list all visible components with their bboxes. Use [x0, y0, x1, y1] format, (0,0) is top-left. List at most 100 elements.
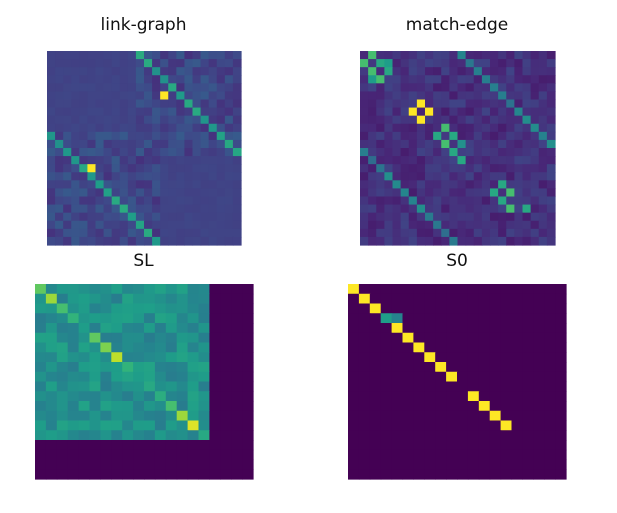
heatmap-cell: [433, 139, 442, 149]
heatmap-cell: [232, 228, 242, 238]
heatmap-cell: [348, 449, 360, 461]
heatmap-cell: [413, 401, 425, 412]
heatmap-cell: [144, 83, 153, 93]
heatmap-cell: [506, 212, 515, 222]
heatmap-cell: [231, 401, 243, 412]
heatmap-cell: [232, 156, 242, 165]
heatmap-cell: [176, 323, 189, 334]
heatmap-cell: [122, 342, 134, 353]
heatmap-cell: [449, 236, 459, 246]
heatmap-cell: [555, 430, 567, 441]
heatmap-cell: [511, 401, 523, 412]
heatmap-cell: [63, 99, 72, 109]
heatmap-cell: [465, 156, 475, 165]
heatmap-cell: [506, 228, 515, 238]
heatmap-cell: [133, 293, 145, 305]
heatmap-cell: [555, 303, 567, 314]
heatmap-cell: [242, 449, 254, 461]
heatmap-cell: [489, 293, 502, 305]
heatmap-cell: [522, 188, 532, 198]
heatmap-cell: [413, 313, 425, 324]
heatmap-cell: [55, 172, 64, 181]
heatmap-cell: [192, 180, 202, 190]
heatmap-cell: [384, 59, 394, 68]
heatmap-cell: [55, 236, 64, 246]
heatmap-cell: [165, 430, 178, 441]
heatmap-cell: [555, 401, 567, 412]
heatmap-cell: [449, 51, 459, 60]
heatmap-cell: [506, 180, 515, 190]
heatmap-cell: [446, 362, 458, 373]
heatmap-cell: [127, 172, 137, 181]
heatmap-cell: [242, 459, 254, 470]
heatmap-cell: [425, 115, 434, 125]
heatmap-cell: [457, 401, 469, 412]
heatmap-cell: [538, 131, 548, 141]
heatmap-cell: [490, 99, 499, 109]
heatmap-cell: [506, 107, 515, 117]
heatmap-cell: [220, 420, 232, 431]
heatmap-cell: [348, 303, 360, 314]
heatmap-cell: [481, 115, 491, 125]
heatmap-cell: [135, 131, 145, 141]
heatmap-cell: [47, 107, 56, 117]
heatmap-cell: [392, 51, 402, 60]
heatmap-cell: [242, 342, 254, 353]
heatmap-cell: [176, 459, 189, 470]
heatmap-cell: [192, 59, 202, 68]
heatmap-cell: [160, 220, 169, 230]
heatmap-cell: [154, 371, 167, 383]
heatmap-cell: [103, 51, 113, 60]
heatmap-cell: [392, 115, 402, 125]
heatmap-cell: [538, 236, 548, 246]
heatmap-cell: [152, 220, 161, 230]
heatmap-cell: [232, 99, 242, 109]
heatmap-cell: [231, 362, 243, 373]
heatmap-cell: [392, 59, 402, 68]
heatmap-cell: [231, 303, 243, 314]
heatmap-cell: [231, 293, 243, 305]
heatmap-cell: [511, 293, 523, 305]
heatmap-cell: [413, 410, 425, 422]
heatmap-cell: [135, 59, 145, 68]
heatmap-cell: [546, 172, 556, 181]
heatmap-cell: [71, 131, 80, 141]
heatmap-cell: [522, 180, 532, 190]
heatmap-cell: [358, 371, 371, 383]
heatmap-cell: [402, 459, 414, 470]
heatmap-cell: [360, 204, 369, 214]
heatmap-cell: [87, 75, 97, 84]
heatmap-cell: [489, 391, 502, 402]
heatmap-cell: [481, 204, 491, 214]
heatmap-cell: [533, 303, 545, 314]
heatmap-cell: [473, 156, 483, 165]
heatmap-cell: [103, 188, 113, 198]
heatmap-cell: [384, 51, 394, 60]
heatmap-cell: [144, 440, 156, 451]
heatmap-cell: [348, 381, 360, 392]
heatmap-cell: [522, 332, 534, 344]
heatmap-cell: [522, 107, 532, 117]
heatmap-cell: [176, 449, 189, 461]
heatmap-cell: [79, 91, 89, 101]
heatmap-cell: [500, 440, 513, 451]
heatmap-cell: [209, 430, 221, 441]
heatmap-cell: [391, 323, 404, 334]
heatmap-cell: [184, 172, 194, 181]
heatmap-cell: [176, 131, 186, 141]
heatmap-cell: [89, 469, 101, 480]
heatmap-cell: [216, 83, 226, 93]
heatmap-cell: [392, 131, 402, 141]
heatmap-cell: [384, 236, 394, 246]
heatmap-cell: [122, 420, 134, 431]
heatmap-cell: [433, 228, 442, 238]
heatmap-cell: [384, 204, 394, 214]
heatmap-cell: [152, 204, 161, 214]
heatmap-cell: [555, 449, 567, 461]
heatmap-cell: [358, 459, 371, 470]
heatmap-cell: [435, 469, 447, 480]
heatmap-cell: [87, 91, 97, 101]
heatmap-cell: [103, 236, 113, 246]
heatmap-cell: [133, 313, 145, 324]
heatmap-cell: [103, 172, 113, 181]
